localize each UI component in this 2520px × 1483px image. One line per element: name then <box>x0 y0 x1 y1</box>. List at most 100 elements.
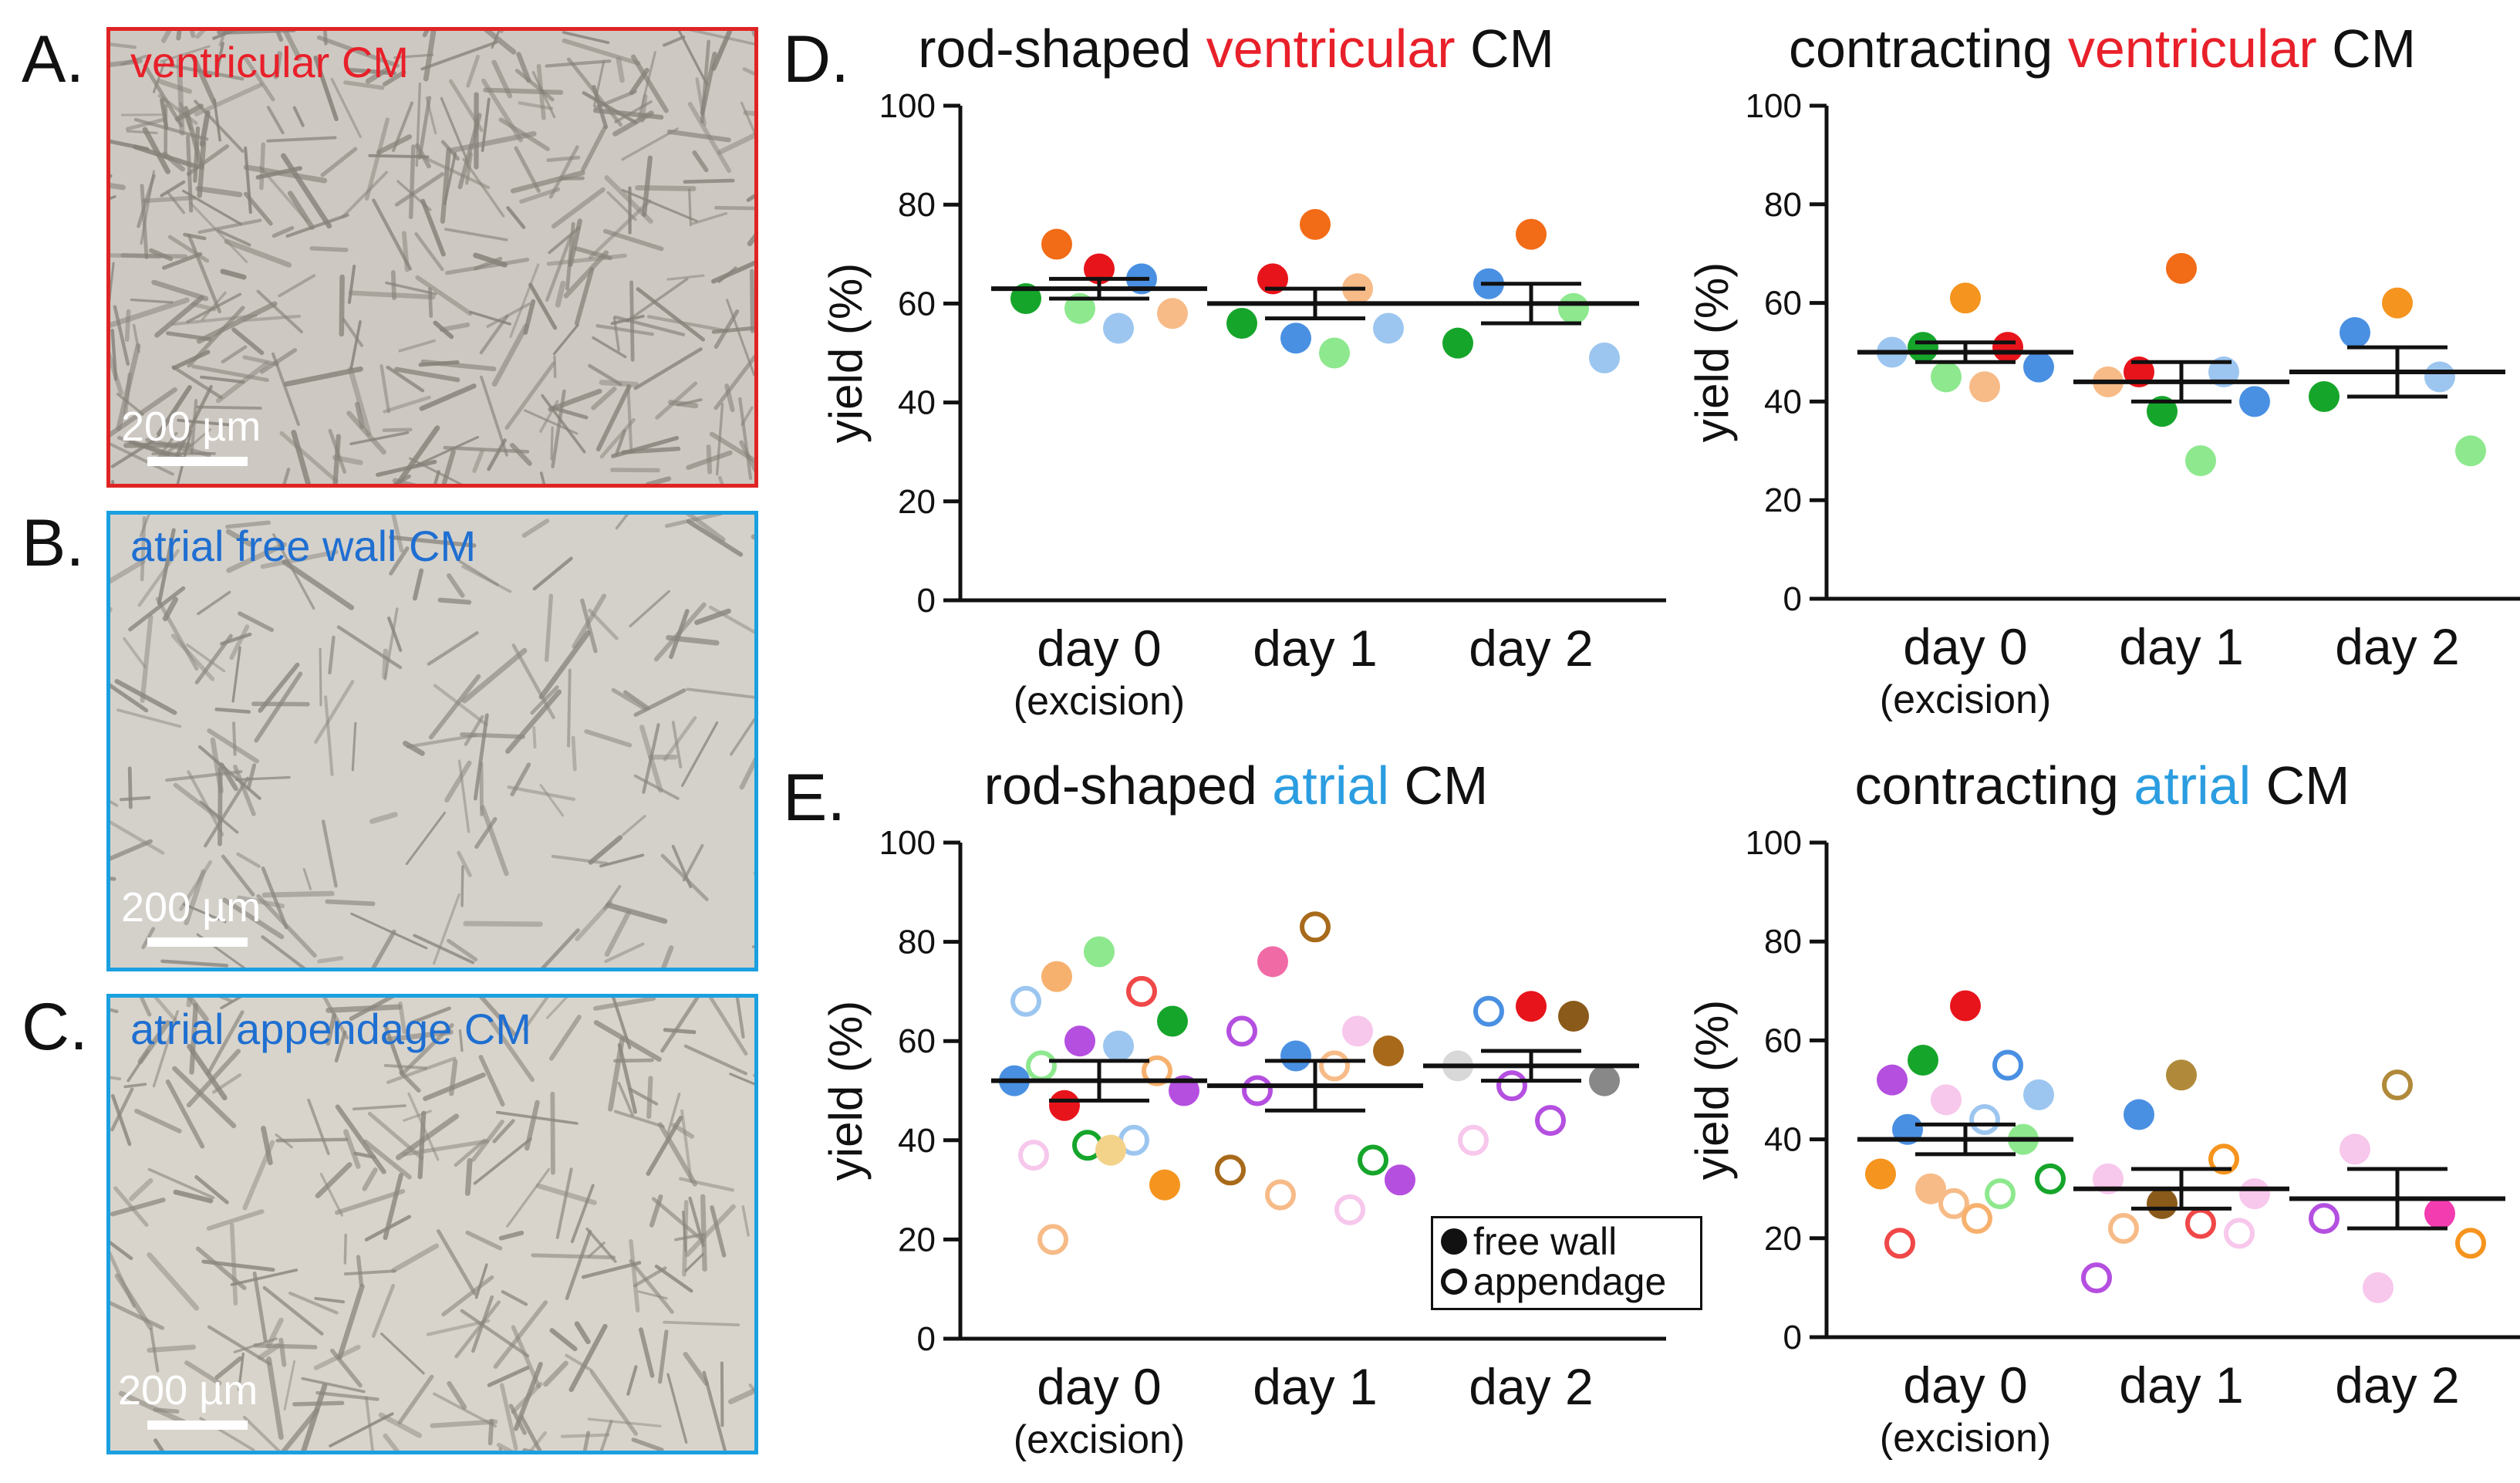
data-point-free-wall <box>2424 1198 2455 1229</box>
data-point-free-wall <box>2382 287 2413 319</box>
cell-rod <box>307 1098 330 1155</box>
cell-rod <box>137 549 180 607</box>
cell-rod <box>364 117 390 201</box>
cell-rod <box>372 198 412 271</box>
cell-rod <box>110 329 118 381</box>
cell-rod <box>283 1360 296 1411</box>
cell-rod <box>110 351 124 396</box>
cell-rod <box>588 363 622 387</box>
cell-rod <box>545 235 572 302</box>
data-point-appendage <box>1242 1075 1273 1106</box>
cell-rod <box>342 318 363 347</box>
cell-rod <box>460 865 464 907</box>
cell-rod <box>539 784 565 817</box>
cell-rod <box>563 250 609 299</box>
cell-rod <box>141 195 197 204</box>
scale-bar <box>147 1421 248 1430</box>
cell-rod <box>365 1396 374 1451</box>
cell-rod <box>110 442 174 476</box>
data-point-free-wall <box>1950 282 1981 314</box>
cell-rod <box>433 470 440 484</box>
cell-rod <box>444 760 472 803</box>
cell-rod <box>126 130 158 134</box>
cell-rod <box>548 226 581 255</box>
cell-rod <box>125 117 166 131</box>
cell-rod <box>226 542 287 573</box>
data-point-free-wall <box>1103 312 1134 344</box>
cell-rod <box>565 1353 593 1372</box>
cell-rod <box>686 687 754 699</box>
cell-rod <box>167 191 186 215</box>
cell-rod <box>440 140 460 161</box>
cell-rod <box>176 429 193 484</box>
cell-rod <box>474 1263 488 1299</box>
chart-title-part: atrial <box>1272 755 1389 816</box>
cell-rod <box>498 1230 525 1241</box>
cell-rod <box>621 127 679 161</box>
y-axis-label: yield (%) <box>820 263 872 443</box>
panel-letter-b: B. <box>22 506 85 580</box>
cell-rod <box>257 1343 281 1360</box>
cell-rod <box>680 1109 693 1184</box>
cell-rod <box>688 31 754 46</box>
cell-rod <box>417 154 491 190</box>
cell-rod <box>151 279 209 302</box>
cell-rod <box>479 998 517 1037</box>
cell-rod <box>388 535 477 548</box>
cell-rod <box>683 1044 748 1076</box>
cell-rod <box>507 785 576 802</box>
cell-rod <box>522 998 549 1032</box>
cell-rod <box>441 1275 494 1317</box>
cell-rod <box>546 253 627 266</box>
cell-rod <box>329 1412 394 1448</box>
y-axis-label: yield (%) <box>1686 1000 1738 1180</box>
cell-rod <box>708 998 748 1056</box>
cell-rod <box>595 384 632 452</box>
micrograph-ventricular: ventricular CM 200 µm <box>106 27 758 488</box>
data-point-appendage <box>1226 1015 1257 1047</box>
chart-title: rod-shaped atrial CM <box>984 755 1489 816</box>
cell-rod <box>464 1157 473 1196</box>
scale-bar <box>147 457 248 466</box>
cell-rod <box>225 520 271 529</box>
cell-rod <box>415 83 422 167</box>
cell-rod <box>139 998 152 1017</box>
cell-rod <box>662 35 686 47</box>
cell-rod <box>629 1087 659 1106</box>
cell-rod <box>278 274 316 298</box>
y-tick-label: 80 <box>1764 186 1802 224</box>
cell-rod <box>153 1438 165 1451</box>
cell-rod <box>686 515 726 542</box>
y-tick-label: 0 <box>1783 1319 1802 1356</box>
cell-rod <box>626 383 633 454</box>
y-tick-label: 0 <box>1783 580 1802 618</box>
cell-rod <box>498 117 550 151</box>
cell-rod <box>612 998 632 1049</box>
cell-rod <box>282 468 291 484</box>
cell-rod <box>280 153 332 229</box>
cell-rod <box>383 607 399 681</box>
cell-rod <box>142 127 171 174</box>
cell-rod <box>160 959 229 968</box>
cell-rod <box>617 1081 634 1116</box>
cell-rod <box>233 765 256 816</box>
cell-rod <box>717 132 754 155</box>
cell-rod <box>666 1093 681 1135</box>
cell-rod <box>487 438 507 471</box>
chart-title-part: contracting <box>1789 19 2068 79</box>
cell-rod <box>738 397 753 481</box>
data-point-free-wall <box>1103 1030 1134 1062</box>
data-point-appendage <box>2455 1228 2486 1259</box>
cell-rod <box>645 476 672 484</box>
cell-rod <box>514 69 555 102</box>
cell-rod <box>581 126 607 172</box>
cell-rod <box>663 716 697 762</box>
cell-rod <box>608 1036 626 1112</box>
data-point-free-wall <box>1041 961 1072 992</box>
x-tick-label: day 1 <box>2119 1356 2243 1414</box>
cell-rod <box>334 1188 406 1215</box>
x-tick-label: day 1 <box>1253 620 1377 677</box>
cell-rod <box>133 144 201 170</box>
cell-rod <box>509 263 540 338</box>
